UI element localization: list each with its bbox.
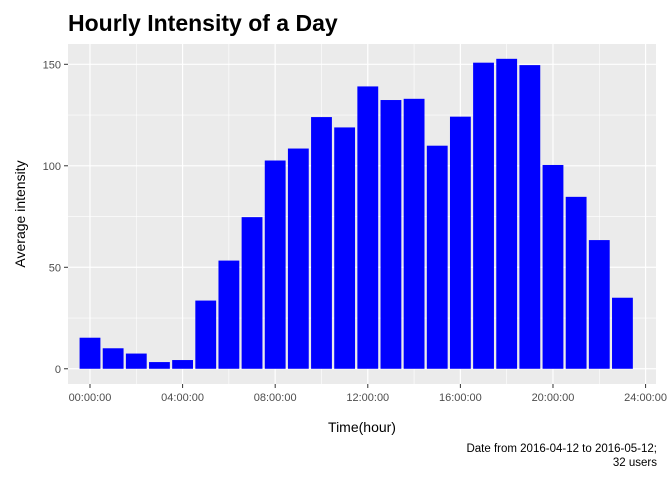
bar-hour-5 xyxy=(195,300,217,369)
bar-hour-4 xyxy=(172,360,194,369)
y-tick-label: 100 xyxy=(43,161,61,173)
x-tick-label: 04:00:00 xyxy=(161,392,204,404)
caption-line-2: 32 users xyxy=(613,457,657,469)
bar-hour-8 xyxy=(264,160,286,369)
x-tick-label: 20:00:00 xyxy=(532,392,575,404)
bar-hour-18 xyxy=(496,58,518,369)
y-tick-label: 50 xyxy=(49,262,61,274)
y-tick-label: 150 xyxy=(43,59,61,71)
x-axis-title: Time(hour) xyxy=(328,419,396,435)
x-axis: 00:00:00 04:00:00 08:00:00 12:00:00 16:00:00… xyxy=(69,384,667,404)
bar-hour-0 xyxy=(79,337,101,369)
chart-title: Hourly Intensity of a Day xyxy=(68,10,338,36)
bar-hour-21 xyxy=(565,196,587,369)
bar-hour-2 xyxy=(125,353,147,369)
bar-hour-15 xyxy=(426,145,448,369)
bar-hour-3 xyxy=(149,362,170,369)
bar-hour-20 xyxy=(542,164,564,369)
bar-hour-10 xyxy=(311,117,332,369)
bar-hour-23 xyxy=(612,297,633,369)
x-tick-label: 12:00:00 xyxy=(346,392,389,404)
y-axis: 0 50 100 150 xyxy=(43,59,68,376)
bar-hour-1 xyxy=(102,348,124,369)
bar-hour-17 xyxy=(473,62,494,369)
bar-hour-22 xyxy=(588,240,610,369)
x-tick-label: 08:00:00 xyxy=(254,392,297,404)
x-tick-label: 24:00:00 xyxy=(624,392,667,404)
bar-hour-19 xyxy=(519,65,541,369)
bar-hour-11 xyxy=(334,127,356,369)
y-tick-label: 0 xyxy=(55,364,61,376)
bar-hour-14 xyxy=(403,98,425,369)
bar-hour-7 xyxy=(241,217,263,369)
x-tick-label: 00:00:00 xyxy=(69,392,112,404)
bars xyxy=(79,58,633,369)
x-tick-label: 16:00:00 xyxy=(439,392,482,404)
bar-hour-16 xyxy=(449,116,471,369)
bar-hour-9 xyxy=(287,148,309,369)
bar-hour-12 xyxy=(357,86,379,369)
bar-hour-6 xyxy=(218,260,240,369)
caption-line-1: Date from 2016-04-12 to 2016-05-12; xyxy=(466,443,657,455)
bar-hour-13 xyxy=(380,100,402,369)
y-axis-title: Average intensity xyxy=(12,160,28,267)
